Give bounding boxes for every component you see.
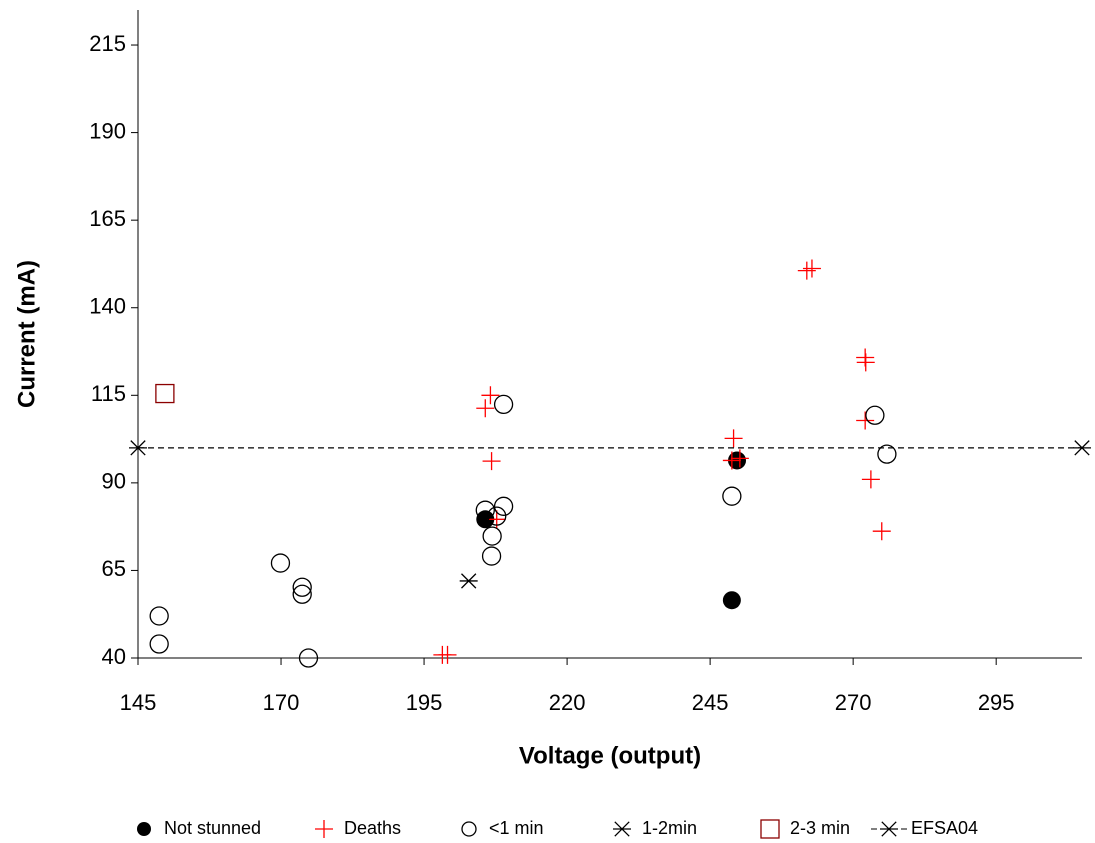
y-tick-label: 115 xyxy=(91,381,126,406)
point xyxy=(802,259,821,278)
legend-label: Not stunned xyxy=(164,818,261,838)
x-axis-title: Voltage (output) xyxy=(519,742,701,769)
x-tick-label: 270 xyxy=(835,690,872,715)
point xyxy=(722,486,742,506)
x-tick-label: 295 xyxy=(978,690,1015,715)
legend-marker xyxy=(461,821,477,837)
point xyxy=(861,470,880,489)
point xyxy=(730,449,749,468)
point xyxy=(856,353,875,372)
point xyxy=(149,634,169,654)
y-tick-label: 165 xyxy=(89,206,126,231)
y-tick-label: 215 xyxy=(89,31,126,56)
point xyxy=(482,452,501,471)
point xyxy=(129,440,147,456)
point xyxy=(270,553,291,573)
x-tick-label: 195 xyxy=(406,690,443,715)
point xyxy=(481,386,500,405)
point xyxy=(433,645,452,664)
point xyxy=(487,506,507,526)
point xyxy=(724,429,743,448)
legend-marker xyxy=(137,822,151,836)
point xyxy=(298,648,319,668)
point xyxy=(292,577,312,597)
point xyxy=(292,584,312,604)
legend-item: EFSA04 xyxy=(871,818,978,838)
point xyxy=(459,573,478,589)
point xyxy=(476,399,495,418)
y-tick-label: 40 xyxy=(102,644,126,669)
y-tick-label: 190 xyxy=(89,118,126,143)
legend-label: EFSA04 xyxy=(911,818,978,838)
legend-label: <1 min xyxy=(489,818,544,838)
point xyxy=(1073,440,1091,456)
point xyxy=(865,405,885,425)
y-tick-label: 65 xyxy=(102,556,126,581)
legend-label: Deaths xyxy=(344,818,401,838)
legend-label: 2-3 min xyxy=(790,818,850,838)
point xyxy=(877,444,897,464)
point xyxy=(493,394,514,415)
point xyxy=(149,606,169,626)
point xyxy=(856,411,875,430)
point xyxy=(481,546,502,566)
legend-item: 1-2min xyxy=(613,818,697,838)
x-tick-label: 170 xyxy=(263,690,300,715)
y-tick-label: 140 xyxy=(89,294,126,319)
legend-marker xyxy=(613,821,631,837)
legend-marker xyxy=(760,819,780,839)
point xyxy=(872,522,891,541)
point xyxy=(493,496,514,516)
point xyxy=(722,451,741,470)
legend-item: Not stunned xyxy=(137,818,261,838)
y-axis-title: Current (mA) xyxy=(13,260,40,408)
legend-item: Deaths xyxy=(315,818,401,838)
legend-marker xyxy=(880,821,898,837)
point xyxy=(475,500,495,520)
x-tick-label: 145 xyxy=(120,690,157,715)
x-tick-label: 220 xyxy=(549,690,586,715)
point xyxy=(797,261,816,280)
point xyxy=(482,526,502,546)
legend-item: <1 min xyxy=(461,818,544,838)
legend-marker xyxy=(315,820,333,838)
y-tick-label: 90 xyxy=(102,469,126,494)
legend-item: 2-3 min xyxy=(760,818,850,839)
point xyxy=(722,591,741,610)
legend-label: 1-2min xyxy=(642,818,697,838)
x-tick-label: 245 xyxy=(692,690,729,715)
point xyxy=(155,383,175,404)
